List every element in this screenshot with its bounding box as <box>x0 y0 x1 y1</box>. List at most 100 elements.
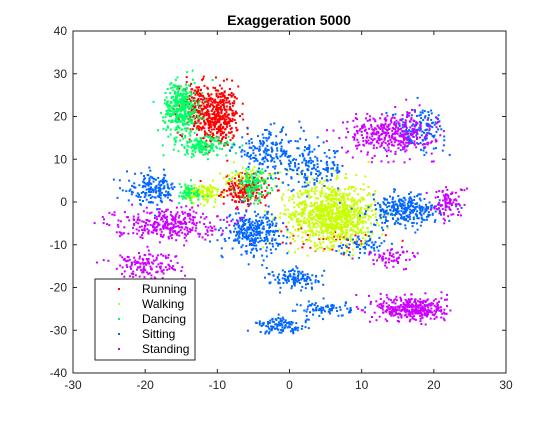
data-point <box>269 328 272 331</box>
data-point <box>425 206 428 209</box>
data-point <box>314 233 317 235</box>
data-point <box>176 103 179 106</box>
data-point <box>251 183 254 186</box>
data-point <box>381 233 384 236</box>
data-point <box>356 215 359 218</box>
data-point <box>298 270 301 273</box>
data-point <box>354 224 357 227</box>
data-point <box>293 283 296 286</box>
data-point <box>352 119 355 122</box>
data-point <box>196 111 199 114</box>
data-point <box>437 120 440 123</box>
data-point <box>331 197 334 200</box>
data-point <box>426 118 429 121</box>
data-point <box>404 210 407 213</box>
data-point <box>419 126 422 129</box>
data-point <box>148 166 151 169</box>
data-point <box>190 92 193 95</box>
data-point <box>149 201 152 204</box>
data-point <box>299 304 302 307</box>
data-point <box>260 187 263 190</box>
data-point <box>181 93 184 96</box>
data-point <box>304 207 307 210</box>
data-point <box>127 199 130 202</box>
data-point <box>199 191 202 194</box>
data-point <box>231 102 234 105</box>
data-point <box>257 232 260 235</box>
data-point <box>257 170 260 173</box>
data-point <box>170 101 173 104</box>
data-point <box>356 236 359 239</box>
data-point <box>236 184 239 187</box>
data-point <box>359 248 362 250</box>
data-point <box>215 93 218 96</box>
data-point <box>252 230 255 233</box>
data-point <box>187 184 190 187</box>
data-point <box>190 201 193 204</box>
data-point <box>372 198 375 201</box>
data-point <box>430 133 433 136</box>
data-point <box>289 275 292 278</box>
data-point <box>181 113 184 116</box>
data-point <box>310 204 312 207</box>
data-point <box>245 173 248 176</box>
data-point <box>219 132 222 135</box>
data-point <box>186 104 189 107</box>
data-point <box>168 103 171 106</box>
data-point <box>411 141 414 144</box>
data-point <box>291 218 294 221</box>
data-point <box>248 223 251 226</box>
data-point <box>157 183 160 186</box>
data-point <box>337 227 340 230</box>
data-point <box>345 235 348 238</box>
data-point <box>294 309 297 312</box>
data-point <box>378 303 381 306</box>
data-point <box>140 191 143 194</box>
data-point <box>331 233 334 236</box>
data-point <box>402 303 405 306</box>
data-point <box>399 140 402 143</box>
data-point <box>155 178 157 181</box>
data-point <box>326 129 329 132</box>
data-point <box>193 139 196 142</box>
data-point <box>297 166 300 169</box>
data-point <box>245 189 248 192</box>
data-point <box>267 332 270 335</box>
data-point <box>337 222 340 225</box>
data-point <box>169 104 172 107</box>
data-point <box>306 218 309 221</box>
data-point <box>170 183 173 186</box>
data-point <box>286 236 289 239</box>
data-point <box>336 171 339 174</box>
data-point <box>318 246 321 249</box>
data-point <box>288 236 291 239</box>
data-point <box>364 221 367 224</box>
data-point <box>345 151 348 154</box>
data-point <box>145 198 148 201</box>
data-point <box>220 140 223 143</box>
data-point <box>250 251 252 254</box>
data-point <box>360 232 363 235</box>
data-point <box>327 237 330 240</box>
data-point <box>209 191 212 194</box>
data-point <box>366 132 369 135</box>
data-point <box>138 184 141 187</box>
data-point <box>418 129 421 132</box>
data-point <box>365 136 368 139</box>
data-point <box>255 247 258 250</box>
data-point <box>282 282 285 284</box>
data-point <box>308 223 311 225</box>
data-point <box>276 325 279 328</box>
data-point <box>346 231 349 234</box>
data-point <box>259 224 262 227</box>
data-point <box>158 192 161 195</box>
data-point <box>394 130 397 133</box>
data-point <box>252 177 255 179</box>
data-point <box>248 189 251 192</box>
data-point <box>429 304 432 307</box>
data-point <box>422 119 425 121</box>
data-point <box>270 160 273 163</box>
data-point <box>300 171 303 174</box>
data-point <box>305 159 308 162</box>
data-point <box>128 189 131 192</box>
